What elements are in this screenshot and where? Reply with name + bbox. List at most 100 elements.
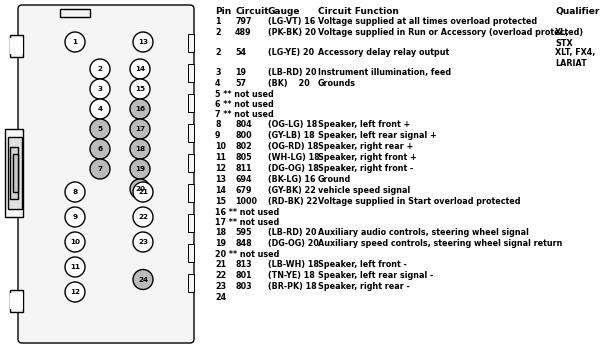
Circle shape xyxy=(130,119,150,139)
Circle shape xyxy=(133,182,153,202)
Text: 19: 19 xyxy=(135,166,145,172)
Text: 5 ** not used: 5 ** not used xyxy=(215,90,274,99)
Text: 2: 2 xyxy=(215,28,221,37)
Text: Instrument illumination, feed: Instrument illumination, feed xyxy=(318,68,451,77)
Text: 4: 4 xyxy=(215,79,221,88)
Text: 801: 801 xyxy=(235,271,251,280)
Text: 23: 23 xyxy=(215,282,226,291)
Text: 13: 13 xyxy=(138,39,148,45)
Bar xyxy=(5,129,23,217)
Text: (DG-OG) 18: (DG-OG) 18 xyxy=(268,164,319,173)
Text: Speaker, left front -: Speaker, left front - xyxy=(318,260,407,269)
Circle shape xyxy=(65,282,85,302)
Bar xyxy=(10,35,23,57)
Text: Speaker, left rear signal -: Speaker, left rear signal - xyxy=(318,271,433,280)
Text: 9: 9 xyxy=(215,131,221,140)
Circle shape xyxy=(90,79,110,99)
Text: Auxiliary speed controls, steering wheel signal return: Auxiliary speed controls, steering wheel… xyxy=(318,239,562,248)
Text: 1000: 1000 xyxy=(235,197,257,206)
Circle shape xyxy=(65,32,85,52)
Text: 7 ** not used: 7 ** not used xyxy=(215,110,274,119)
Text: 15: 15 xyxy=(215,197,226,206)
Text: Voltage supplied at all times overload protected: Voltage supplied at all times overload p… xyxy=(318,17,537,26)
Text: 21: 21 xyxy=(138,189,148,195)
Text: 804: 804 xyxy=(235,120,251,129)
Bar xyxy=(188,154,194,172)
Bar xyxy=(10,293,23,309)
Text: Speaker, right rear +: Speaker, right rear + xyxy=(318,142,413,151)
FancyBboxPatch shape xyxy=(18,5,194,343)
Text: Qualifier: Qualifier xyxy=(555,7,599,16)
Circle shape xyxy=(130,159,150,179)
Text: (GY-BK) 22: (GY-BK) 22 xyxy=(268,186,316,195)
Text: 694: 694 xyxy=(235,175,251,184)
Text: 14: 14 xyxy=(215,186,226,195)
Text: 800: 800 xyxy=(235,131,251,140)
Text: 3: 3 xyxy=(97,86,103,92)
Circle shape xyxy=(65,207,85,227)
Text: Speaker, right front -: Speaker, right front - xyxy=(318,164,413,173)
Text: (PK-BK) 20: (PK-BK) 20 xyxy=(268,28,316,37)
Text: Grounds: Grounds xyxy=(318,79,356,88)
Circle shape xyxy=(90,99,110,119)
Circle shape xyxy=(90,139,110,159)
Text: Speaker, left rear signal +: Speaker, left rear signal + xyxy=(318,131,437,140)
Circle shape xyxy=(90,119,110,139)
Text: 24: 24 xyxy=(138,277,148,282)
Text: 12: 12 xyxy=(215,164,226,173)
Text: 2: 2 xyxy=(215,48,221,57)
Text: 23: 23 xyxy=(138,239,148,245)
Text: 811: 811 xyxy=(235,164,251,173)
Text: 17 ** not used: 17 ** not used xyxy=(215,218,279,227)
Text: 17: 17 xyxy=(135,126,145,132)
Text: 6: 6 xyxy=(97,146,103,152)
Text: Voltage supplied in Run or Accessory (overload protected): Voltage supplied in Run or Accessory (ov… xyxy=(318,28,583,37)
Text: 57: 57 xyxy=(235,79,246,88)
Text: 797: 797 xyxy=(235,17,251,26)
Text: 805: 805 xyxy=(235,153,251,162)
Text: 54: 54 xyxy=(235,48,246,57)
Text: XLT, FX4,: XLT, FX4, xyxy=(555,48,595,57)
Bar xyxy=(60,9,90,17)
Bar xyxy=(188,214,194,232)
Circle shape xyxy=(130,139,150,159)
Text: 8: 8 xyxy=(73,189,77,195)
Text: 20: 20 xyxy=(135,186,145,192)
Text: 595: 595 xyxy=(235,228,251,237)
Text: 8: 8 xyxy=(215,120,221,129)
Circle shape xyxy=(130,59,150,79)
Text: 18: 18 xyxy=(135,146,145,152)
Text: 18: 18 xyxy=(215,228,226,237)
Text: 19: 19 xyxy=(215,239,226,248)
Text: 848: 848 xyxy=(235,239,252,248)
Text: 10: 10 xyxy=(70,239,80,245)
Text: (DG-OG) 20: (DG-OG) 20 xyxy=(268,239,319,248)
Text: 11: 11 xyxy=(70,264,80,270)
Circle shape xyxy=(133,232,153,252)
Text: 679: 679 xyxy=(235,186,251,195)
Text: 19: 19 xyxy=(235,68,246,77)
Text: Speaker, right front +: Speaker, right front + xyxy=(318,153,417,162)
Bar xyxy=(10,147,18,199)
Text: LARIAT: LARIAT xyxy=(555,59,587,68)
Bar xyxy=(188,64,194,82)
Bar xyxy=(8,137,22,209)
Circle shape xyxy=(133,207,153,227)
Text: 10: 10 xyxy=(215,142,226,151)
Circle shape xyxy=(130,179,150,199)
Text: Ground: Ground xyxy=(318,175,351,184)
Text: 16 ** not used: 16 ** not used xyxy=(215,208,279,217)
Text: (RD-BK) 22: (RD-BK) 22 xyxy=(268,197,318,206)
Text: Circuit Function: Circuit Function xyxy=(318,7,399,16)
Text: (BK)    20: (BK) 20 xyxy=(268,79,310,88)
Text: 3: 3 xyxy=(215,68,221,77)
Text: Voltage supplied in Start overload protected: Voltage supplied in Start overload prote… xyxy=(318,197,521,206)
Text: STX: STX xyxy=(555,39,572,48)
Bar xyxy=(188,34,194,52)
Text: 21: 21 xyxy=(215,260,226,269)
Bar xyxy=(188,124,194,142)
Text: 20 ** not used: 20 ** not used xyxy=(215,250,280,259)
Text: 7: 7 xyxy=(97,166,103,172)
Text: Pin: Pin xyxy=(215,7,231,16)
Circle shape xyxy=(65,182,85,202)
